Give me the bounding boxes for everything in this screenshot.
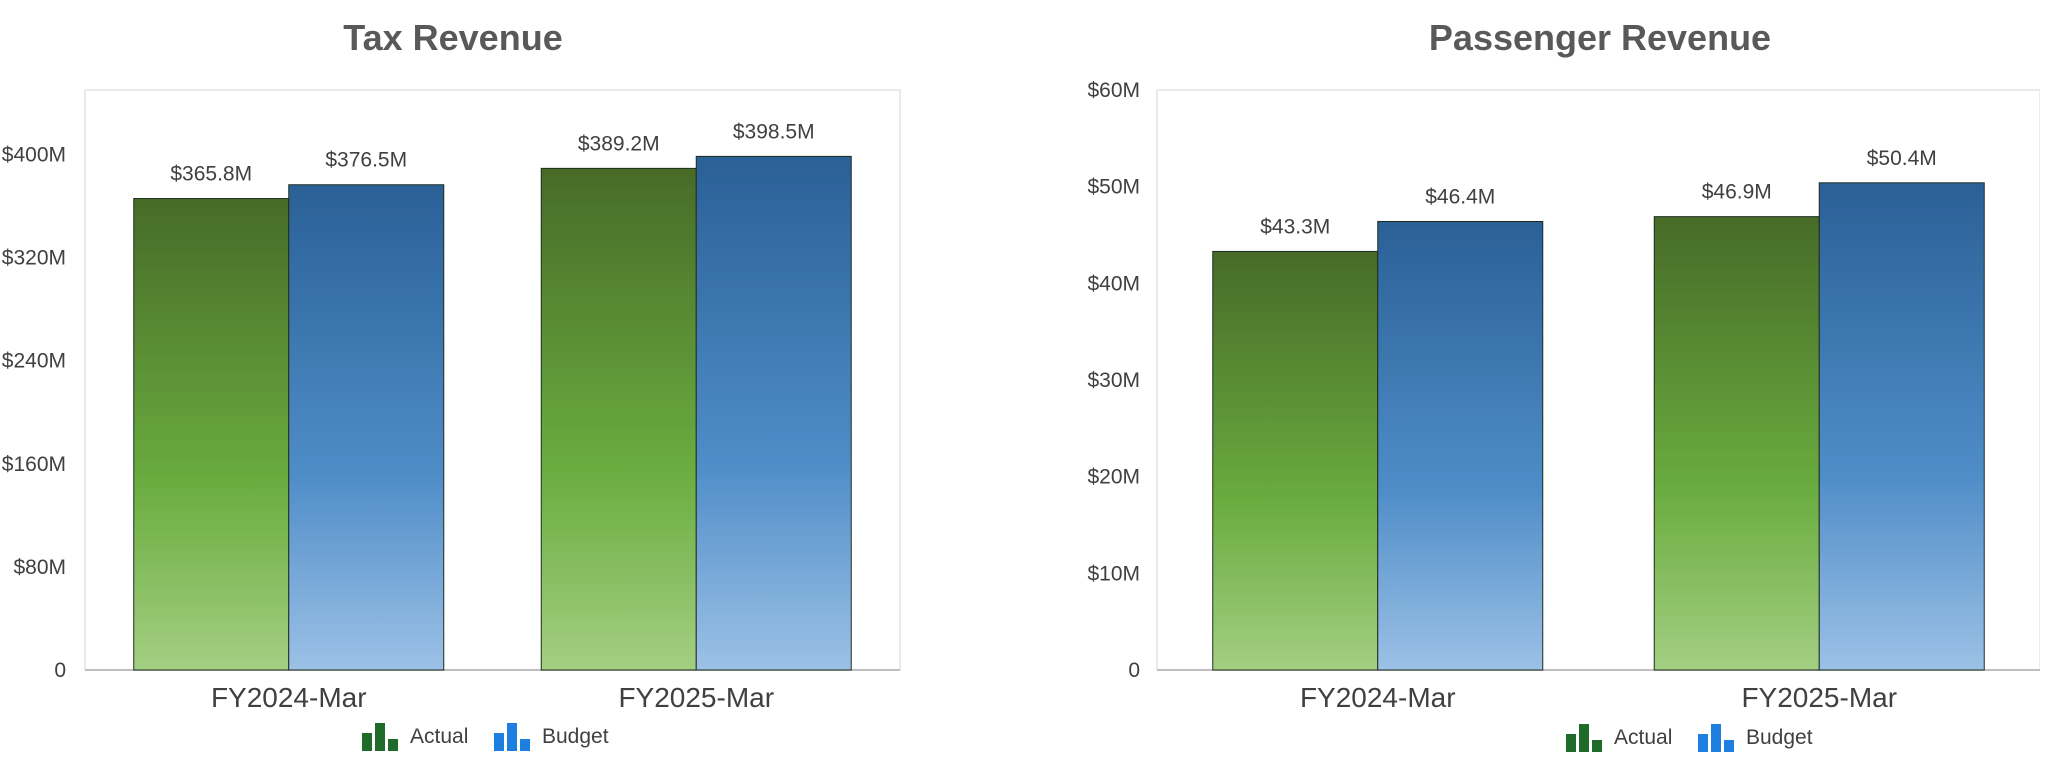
passenger-data-label: $50.4M [1867,147,1937,170]
passenger-revenue-chart-svg: Passenger Revenue 0 $10M $20M $30M $40M $50M $6… [1087,17,2040,752]
passenger-data-label: $46.4M [1425,185,1495,208]
tax-data-label: $389.2M [578,132,660,155]
passenger-x-tick-label: FY2024-Mar [1300,682,1456,713]
tax-y-tick-label: $240M [2,350,66,373]
tax-y-tick-label: $160M [2,453,66,476]
tax-y-tick-label: $400M [2,143,66,166]
passenger-revenue-chart: Passenger Revenue 0 $10M $20M $30M $40M $50M $6… [1040,0,2040,774]
passenger-y-tick-label: $20M [1087,466,1140,489]
passenger-x-tick-label: FY2025-Mar [1741,682,1897,713]
tax-y-tick-label: $320M [2,247,66,270]
tax-bar-actual-1 [133,198,290,671]
passenger-bar-budget-2 [1818,182,1985,671]
passenger-bar-budget-1 [1377,220,1544,671]
passenger-data-label: $43.3M [1260,215,1330,238]
passenger-data-label: $46.9M [1702,181,1772,204]
tax-x-tick-label: FY2025-Mar [618,682,774,713]
tax-data-label: $376.5M [325,149,407,172]
passenger-y-tick-label: 0 [1128,659,1140,682]
passenger-y-tick-label: $50M [1087,176,1140,199]
bar-chart-icon [362,723,398,751]
tax-y-tick-label: 0 [54,659,66,682]
tax-bar-actual-2 [540,167,697,671]
passenger-legend-budget: Budget [1746,726,1813,749]
tax-y-tick-label: $80M [13,556,66,579]
tax-data-label: $398.5M [733,120,815,143]
tax-legend-actual: Actual [410,725,468,748]
passenger-y-tick-label: $40M [1087,272,1140,295]
bar-chart-icon [1566,724,1602,752]
passenger-y-tick-label: $10M [1087,562,1140,585]
passenger-y-tick-label: $30M [1087,369,1140,392]
tax-bar-budget-2 [695,155,852,671]
tax-legend-budget: Budget [542,725,609,748]
tax-x-tick-label: FY2024-Mar [211,682,367,713]
tax-revenue-chart-svg: Tax Revenue 0 $80M $160M $240M $320M $400M $365… [2,17,901,751]
tax-bar-budget-1 [288,184,445,671]
bar-chart-icon [494,723,530,751]
tax-revenue-chart: Tax Revenue 0 $80M $160M $240M $320M $400M $365… [0,0,1000,774]
passenger-bar-actual-1 [1212,250,1379,671]
passenger-chart-title: Passenger Revenue [1429,17,1771,58]
passenger-legend-actual: Actual [1614,726,1672,749]
passenger-y-tick-label: $60M [1087,79,1140,102]
passenger-bar-actual-2 [1653,216,1820,671]
tax-chart-title: Tax Revenue [343,17,562,58]
tax-data-label: $365.8M [170,163,252,186]
bar-chart-icon [1698,724,1734,752]
